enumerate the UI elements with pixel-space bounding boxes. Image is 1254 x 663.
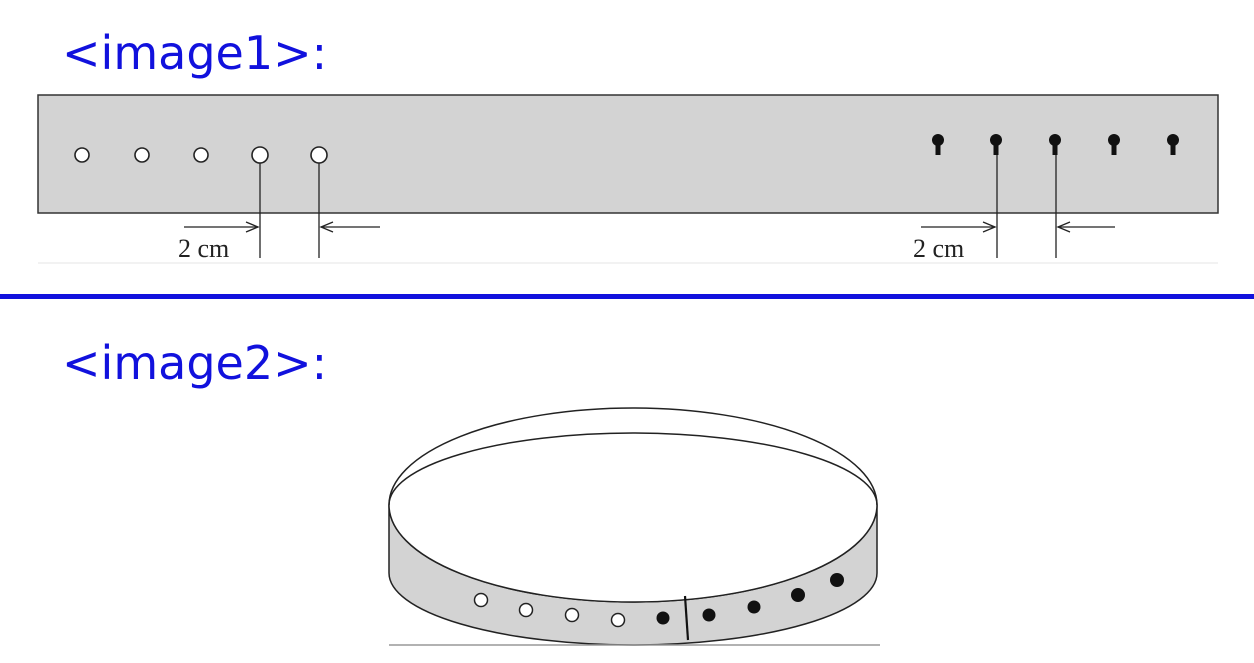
- strap-keyhole: [1108, 134, 1120, 155]
- left-dimension-label: 2 cm: [178, 234, 229, 263]
- belt-filled-hole: [830, 573, 844, 587]
- strap-keyhole: [1049, 134, 1061, 155]
- left-dimension-marker: [184, 163, 380, 258]
- belt-open-hole: [564, 607, 580, 623]
- strap-open-hole: [134, 147, 150, 163]
- image2-label: <image2>:: [62, 336, 328, 390]
- flat-strap-diagram: 2 cm 2 cm: [37, 94, 1219, 264]
- belt-open-hole: [473, 592, 489, 608]
- closed-belt-diagram: [388, 407, 880, 646]
- belt-filled-hole: [791, 588, 805, 602]
- strap-keyhole: [1167, 134, 1179, 155]
- belt-open-hole: [518, 602, 534, 618]
- right-dimension-marker: [921, 155, 1115, 258]
- strap-open-hole: [74, 147, 90, 163]
- belt-filled-hole: [656, 611, 670, 625]
- belt-open-hole: [610, 612, 626, 628]
- strap-body: [37, 94, 1219, 214]
- strap-keyhole: [990, 134, 1002, 155]
- strap-open-hole: [193, 147, 209, 163]
- belt-inner-edge: [388, 432, 878, 506]
- right-dimension-label: 2 cm: [913, 234, 964, 263]
- image1-label: <image1>:: [62, 26, 328, 80]
- belt-seam: [683, 595, 690, 641]
- belt-filled-hole: [702, 608, 716, 622]
- belt-filled-hole: [747, 600, 761, 614]
- strap-keyhole: [932, 134, 944, 155]
- strap-open-hole: [251, 146, 269, 164]
- section-divider: [0, 294, 1254, 299]
- belt-top-rim: [388, 407, 878, 603]
- strap-open-hole: [310, 146, 328, 164]
